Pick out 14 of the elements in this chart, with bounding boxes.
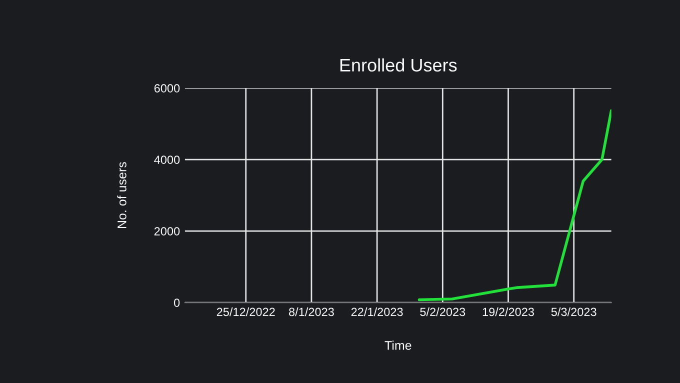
line-series bbox=[418, 109, 612, 302]
y-tick-label: 6000 bbox=[154, 84, 180, 92]
y-tick-label: 4000 bbox=[154, 156, 180, 164]
x-tick-label: 5/2/2023 bbox=[420, 307, 466, 316]
x-tick-label: 5/3/2023 bbox=[551, 307, 596, 316]
y-axis-title: No. of users bbox=[117, 162, 126, 228]
x-tick-label: 8/1/2023 bbox=[289, 307, 334, 316]
x-axis-title: Time bbox=[384, 340, 412, 350]
x-tick-label: 19/2/2023 bbox=[482, 307, 534, 316]
chart-title: Enrolled Users bbox=[340, 58, 457, 72]
y-tick-label: 0 bbox=[174, 298, 180, 307]
x-tick-label: 25/12/2022 bbox=[216, 307, 275, 316]
y-tick-label: 2000 bbox=[154, 227, 180, 236]
x-tick-label: 22/1/2023 bbox=[351, 307, 403, 316]
